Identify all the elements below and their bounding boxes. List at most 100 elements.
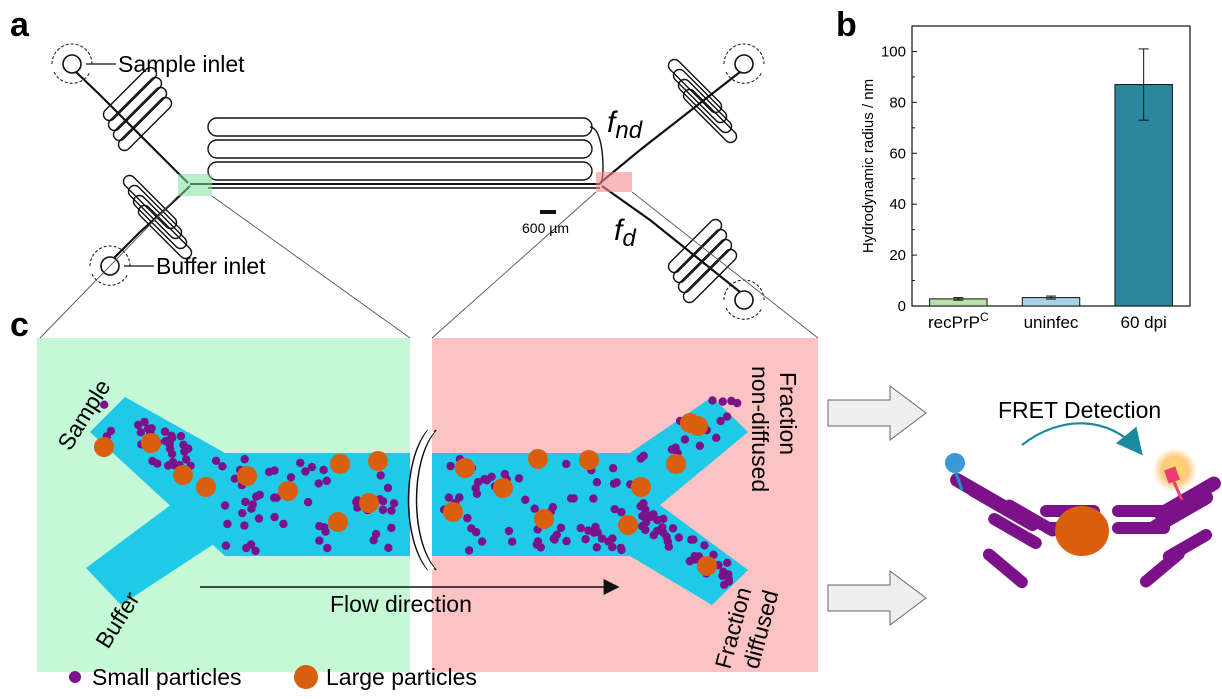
small-particle: [464, 546, 474, 555]
y-tick-label: 100: [881, 43, 906, 60]
small-particle: [240, 521, 249, 530]
y-axis-label: Hydrodynamic radius / nm: [860, 79, 877, 253]
small-particle: [384, 543, 393, 552]
small-particle: [279, 519, 288, 529]
small-particle: [269, 493, 279, 502]
large-particle: [278, 481, 298, 501]
large-particle: [94, 437, 114, 457]
small-particle: [211, 456, 221, 465]
serpentine-resistor-d: [667, 218, 738, 304]
small-particle: [722, 412, 732, 421]
sample-inlet-port: [51, 43, 93, 84]
buffer-inlet-port: [89, 245, 131, 286]
small-particle: [709, 550, 718, 559]
large-particle: [579, 450, 599, 470]
small-particle: [240, 455, 249, 464]
small-particle: [296, 458, 305, 468]
small-particle: [181, 455, 191, 464]
small-particle: [504, 526, 514, 536]
large-particle: [631, 477, 651, 497]
small-particle: [638, 511, 647, 521]
small-particle: [238, 508, 247, 518]
small-particle: [220, 501, 230, 510]
small-particle: [680, 435, 690, 444]
small-particle: [716, 416, 725, 426]
small-particle: [247, 504, 256, 513]
small-particle: [649, 531, 658, 540]
outlet-d-port: [723, 279, 765, 320]
small-particle: [176, 432, 186, 441]
small-particle: [165, 439, 174, 449]
small-particle: [143, 424, 153, 433]
large-particle: [141, 433, 161, 453]
small-particle: [562, 536, 571, 546]
antigen: [1055, 506, 1109, 556]
small-particle: [514, 474, 524, 483]
scale-bar-label: 600 µm: [522, 220, 569, 236]
small-particle: [658, 523, 667, 532]
small-particle: [724, 577, 734, 586]
small-particle: [140, 417, 149, 427]
small-particle: [136, 428, 145, 437]
small-particle: [592, 478, 602, 487]
large-particle: [493, 478, 513, 498]
small-particle: [487, 472, 496, 481]
zoom-box-junction: [178, 174, 212, 196]
serpentine-resistor-sample: [102, 66, 173, 152]
small-particle: [508, 537, 517, 546]
small-particle: [708, 396, 717, 405]
small-particle: [581, 535, 590, 544]
small-particle: [576, 523, 585, 533]
small-particle: [270, 512, 279, 522]
small-particle: [480, 474, 489, 484]
panel-label-c: c: [10, 306, 29, 344]
x-tick-label: 60 dpi: [1121, 313, 1167, 332]
small-particle: [552, 530, 561, 539]
small-particle: [270, 466, 279, 475]
legend-large-particles: Large particles: [326, 664, 477, 690]
large-particle: [455, 458, 475, 478]
small-particle: [569, 494, 578, 503]
fret-detection-label: FRET Detection: [998, 397, 1161, 423]
small-particle: [609, 479, 619, 488]
small-particle: [463, 513, 472, 523]
legend-large-particle-marker: [294, 665, 318, 689]
panel-label-a: a: [10, 6, 30, 44]
small-particle: [376, 471, 385, 480]
small-particle: [733, 398, 742, 408]
small-particle: [301, 467, 310, 476]
small-particle: [608, 534, 617, 543]
small-particle: [616, 543, 626, 553]
zoom-box-outlet: [596, 172, 632, 192]
small-particle: [718, 397, 727, 406]
large-particle: [368, 451, 388, 471]
small-particle: [718, 571, 727, 580]
small-particle: [641, 505, 650, 514]
small-particle: [167, 449, 177, 459]
small-particle: [477, 537, 487, 546]
small-particle: [667, 445, 677, 454]
small-particle: [608, 542, 617, 552]
small-particle: [695, 441, 705, 450]
error-bar-1: [953, 297, 964, 301]
y-tick-label: 20: [889, 247, 906, 264]
block-arrow-non-diffused: [827, 385, 927, 441]
diffusion-channel: [190, 117, 604, 189]
small-particle: [639, 451, 648, 460]
small-particle: [230, 474, 240, 483]
small-particle: [653, 515, 662, 524]
small-particle: [608, 464, 618, 473]
small-particle: [134, 420, 143, 430]
legend-small-particle-marker: [69, 671, 81, 683]
small-particle: [668, 524, 678, 533]
small-particle: [303, 497, 313, 507]
small-particle: [153, 459, 162, 468]
small-particle: [252, 492, 261, 501]
small-particle: [617, 507, 626, 517]
small-particle: [712, 433, 721, 442]
small-particle: [168, 457, 178, 467]
serpentine-resistor-nd: [667, 58, 738, 144]
small-particle: [241, 497, 250, 507]
f-nd-label: fnd: [607, 106, 643, 144]
small-particle: [664, 542, 673, 551]
